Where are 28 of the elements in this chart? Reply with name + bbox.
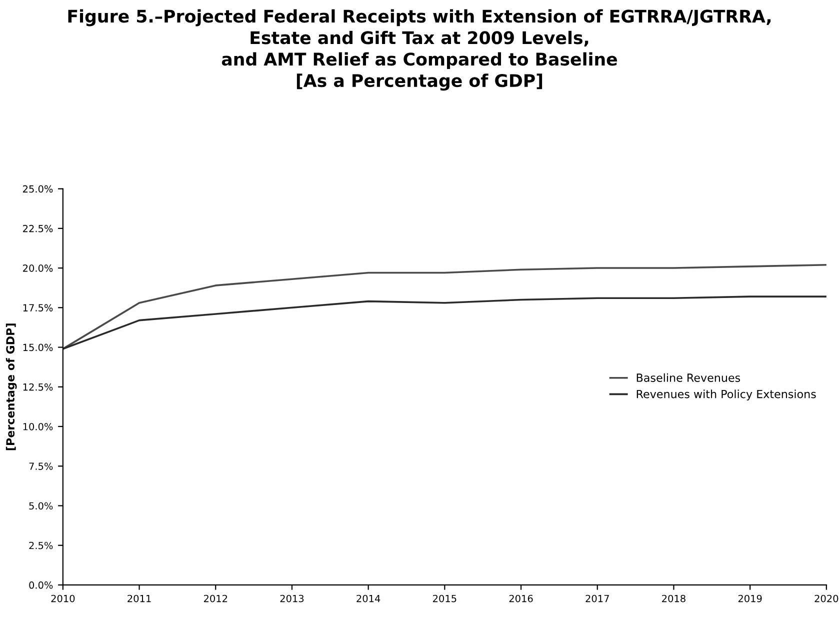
- x-tick-label: 2019: [738, 594, 762, 602]
- y-tick-label: 17.5%: [23, 304, 53, 312]
- x-tick-label: 2011: [128, 594, 151, 602]
- y-tick-label: 5.0%: [29, 502, 53, 510]
- legend-label: Baseline Revenues: [636, 373, 740, 382]
- y-axis-title: [Percentage of GDP]: [6, 324, 17, 450]
- line-series: [62, 296, 826, 350]
- x-tick-label: 2017: [586, 594, 609, 602]
- y-tick-label: 2.5%: [29, 542, 53, 550]
- x-tick-label: 2014: [356, 594, 380, 602]
- legend-label: Revenues with Policy Extensions: [636, 390, 816, 400]
- y-tick-label: 0.0%: [29, 581, 53, 589]
- x-tick-label: 2018: [662, 594, 686, 602]
- x-tick-label: 2013: [280, 594, 304, 602]
- y-tick-label: 22.5%: [23, 224, 53, 232]
- x-tick-label: 2016: [509, 594, 533, 602]
- y-tick-label: 25.0%: [23, 185, 53, 193]
- line-series: [62, 264, 826, 350]
- chart-title: Figure 5.–Projected Federal Receipts with Extension of EGTRRA/JGTRRA, Estate and Gift Tax at 2009 Levels, and AMT Relief as Compared to Baseline [As a Percentage of GDP]: [68, 9, 771, 91]
- x-tick-label: 2010: [51, 594, 75, 602]
- y-tick-label: 15.0%: [23, 344, 53, 352]
- y-tick-label: 20.0%: [23, 264, 53, 272]
- x-tick-label: 2012: [204, 594, 228, 602]
- y-tick-label: 12.5%: [23, 383, 53, 391]
- x-tick-label: 2015: [433, 594, 456, 602]
- x-tick-label: 2020: [814, 594, 838, 602]
- y-tick-label: 10.0%: [23, 422, 53, 430]
- y-tick-label: 7.5%: [29, 462, 53, 470]
